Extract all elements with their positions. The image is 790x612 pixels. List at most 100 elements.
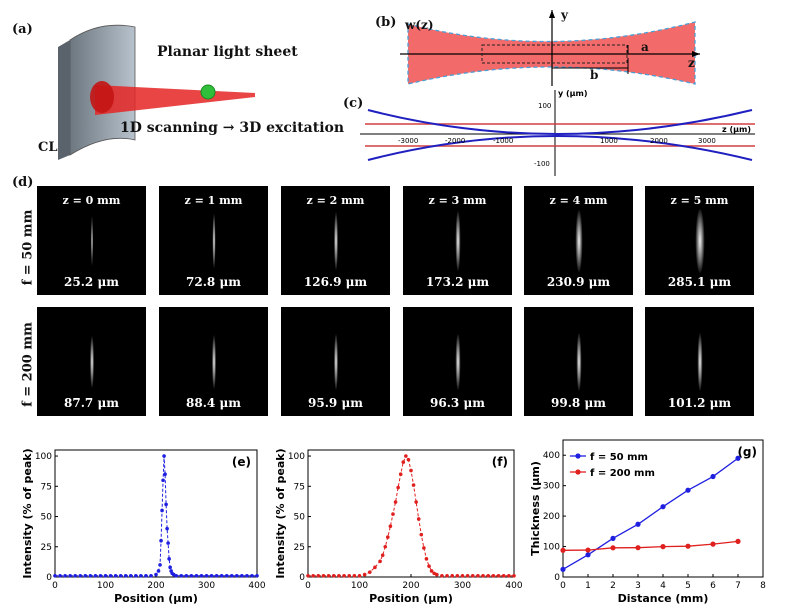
data-point <box>250 573 254 578</box>
panel-c-plot: -3000 -2000 -1000 1000 2000 3000 100 -10… <box>360 89 755 176</box>
c-tick-x-1: -3000 <box>398 137 418 145</box>
beam-spot <box>576 332 581 391</box>
data-point <box>144 573 148 578</box>
b-a-label: a <box>641 40 649 54</box>
beam-image-1-4: z = 3 mm 173.2 μm <box>403 186 512 295</box>
data-point <box>342 573 346 578</box>
data-point <box>512 573 516 578</box>
x-tick-label: 400 <box>248 581 265 591</box>
data-point <box>88 573 93 578</box>
data-point <box>388 524 393 528</box>
series-line <box>308 455 514 577</box>
beam-image-1-3: z = 2 mm 126.9 μm <box>281 186 390 295</box>
data-point <box>161 478 165 483</box>
data-point <box>245 573 249 578</box>
data-point <box>156 569 161 573</box>
beam-image-2-6: 101.2 μm <box>645 307 754 416</box>
thickness-label: 99.8 μm <box>551 396 606 410</box>
legend-marker <box>575 453 581 459</box>
x-tick-label: 3 <box>635 581 641 591</box>
beam-envelope-upper <box>367 109 753 135</box>
x-tick-label: 100 <box>351 581 368 591</box>
panel-a-label: (a) <box>12 22 33 37</box>
data-point <box>337 573 341 578</box>
thickness-label: 285.1 μm <box>667 275 732 289</box>
y-tick-label: 100 <box>288 452 305 462</box>
data-point <box>128 573 133 578</box>
data-point <box>416 517 421 521</box>
data-point <box>68 573 72 578</box>
data-point <box>635 521 641 527</box>
data-point <box>204 573 209 578</box>
data-point <box>486 573 491 578</box>
x-tick-label: 4 <box>660 581 666 591</box>
beam-spot <box>333 333 338 390</box>
data-point <box>316 573 321 578</box>
x-tick-label: 2 <box>610 581 616 591</box>
y-tick-label: 100 <box>543 543 560 553</box>
y-tick-label: 50 <box>294 513 306 523</box>
series-line <box>562 540 739 551</box>
position-label: z = 1 mm <box>184 194 243 207</box>
data-point <box>209 573 214 578</box>
data-point <box>422 546 426 550</box>
x-tick-label: 7 <box>735 581 741 591</box>
data-point <box>660 504 666 510</box>
data-point <box>391 512 395 516</box>
data-point <box>134 573 138 578</box>
c-tick-y-1: 100 <box>538 102 551 110</box>
data-point <box>560 547 566 553</box>
panel-a-caption: 1D scanning → 3D excitation <box>120 120 345 136</box>
data-point <box>229 573 234 578</box>
row-label-f50: f = 50 mm <box>20 209 36 286</box>
position-label: z = 0 mm <box>62 194 121 207</box>
data-point <box>235 573 239 578</box>
data-point <box>409 468 413 473</box>
panel-label: (g) <box>737 445 757 459</box>
data-point <box>685 487 691 493</box>
b-y-label: y <box>561 8 568 22</box>
data-point <box>610 545 616 551</box>
data-point <box>560 566 566 572</box>
thickness-label: 230.9 μm <box>546 275 611 289</box>
c-tick-x-5: 2000 <box>650 137 668 145</box>
beam-image-2-2: 88.4 μm <box>159 307 268 416</box>
beam-spot <box>695 208 704 273</box>
y-tick-label: 200 <box>543 512 560 522</box>
c-z-label: z (μm) <box>722 125 751 134</box>
beam-image-2-5: 99.8 μm <box>524 307 633 416</box>
beam-image-1-5: z = 4 mm 230.9 μm <box>524 186 633 295</box>
chart-g: 0 1 2 3 4 5 6 7 8 0 100 200 300 400 Distance (mm) Thick… <box>529 439 766 605</box>
data-point <box>362 572 367 577</box>
beam-spot <box>89 335 94 388</box>
data-point <box>139 573 143 578</box>
y-axis-label: Thickness (μm) <box>529 461 542 556</box>
beam-spot <box>90 215 93 266</box>
c-y-label: y (μm) <box>558 89 588 98</box>
thickness-label: 96.3 μm <box>430 396 485 410</box>
data-point <box>164 502 168 507</box>
beam-image-2-3: 95.9 μm <box>281 307 390 416</box>
data-point <box>189 573 194 578</box>
x-tick-label: 8 <box>760 581 766 591</box>
data-point <box>63 573 67 578</box>
data-point <box>406 457 411 462</box>
data-point <box>78 573 83 578</box>
position-label: z = 4 mm <box>549 194 608 207</box>
data-point <box>368 570 372 574</box>
data-point <box>380 553 385 558</box>
data-point <box>491 573 496 578</box>
data-point <box>471 573 475 578</box>
x-tick-label: 100 <box>97 581 114 591</box>
beam-envelope-lower <box>367 135 753 161</box>
beam-spot <box>333 211 338 270</box>
thickness-label: 95.9 μm <box>308 396 363 410</box>
data-point <box>311 573 315 578</box>
data-point <box>160 508 164 513</box>
beam-image-1-2: z = 1 mm 72.8 μm <box>159 186 268 295</box>
panel-a-illustration <box>58 24 255 160</box>
x-axis-label: Position (μm) <box>114 592 198 605</box>
c-tick-x-2: -2000 <box>445 137 465 145</box>
